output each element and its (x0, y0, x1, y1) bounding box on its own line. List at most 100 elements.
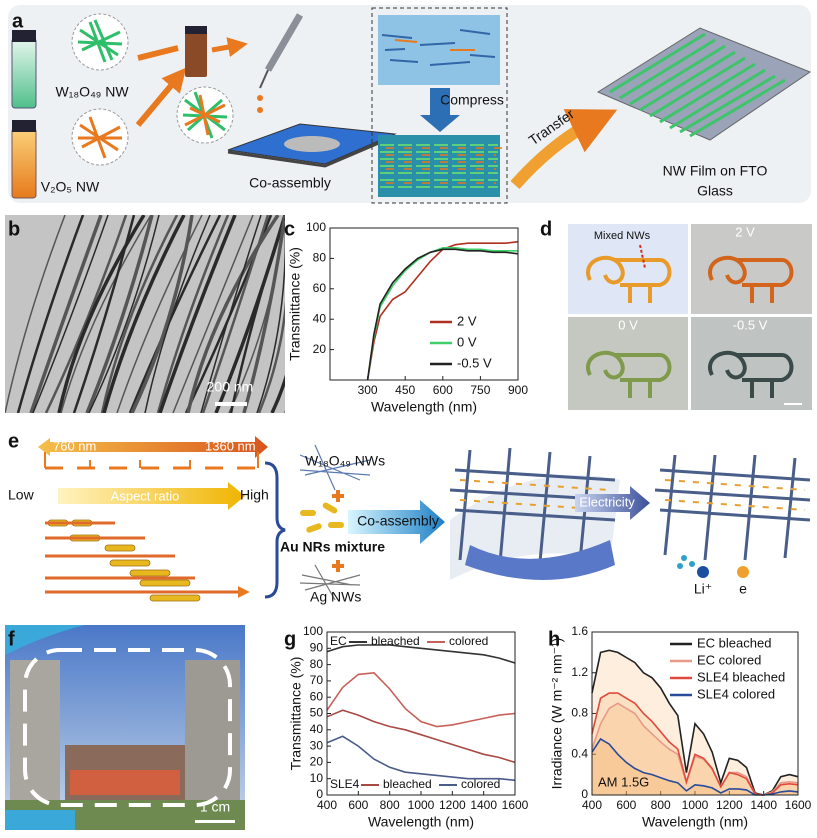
nanowire (201, 215, 270, 413)
circle-shape (677, 563, 683, 569)
chart: 20 40 60 80 100 300 450 600 750 900 Wavelength (nm… (287, 220, 529, 415)
plot-frame (329, 227, 519, 381)
y-tick-label: 100 (306, 220, 326, 234)
area (592, 739, 798, 795)
y-tick-label: 60 (310, 689, 324, 703)
path-shape (381, 29, 496, 66)
polygon-shape (575, 486, 650, 520)
x-tick-label: 800 (651, 798, 671, 812)
nanowire (270, 215, 285, 413)
high-label: High (240, 487, 269, 503)
y-tick-label: 20 (310, 755, 324, 769)
film-label: NW Film on FTO (663, 163, 768, 179)
x-tick-label: 1000 (682, 798, 709, 812)
series-line (326, 709, 516, 764)
rect-shape (149, 594, 201, 602)
rect-shape (306, 523, 322, 533)
x-tick-label: 1200 (439, 798, 466, 812)
path-shape (394, 39, 475, 51)
li-label: Li⁺ (694, 581, 712, 597)
nanowire (100, 215, 179, 413)
polygon-shape (58, 482, 245, 510)
circle-shape (697, 566, 709, 578)
legend-label: bleached (371, 634, 420, 648)
path-shape (44, 452, 259, 468)
nanowire (29, 215, 103, 413)
compress-label: Compress (440, 92, 504, 108)
path-shape (78, 116, 122, 159)
x-tick-label: 600 (616, 798, 636, 812)
panel-letter: c (284, 218, 295, 240)
rect-shape (185, 26, 207, 34)
x-tick-label: 1200 (716, 798, 743, 812)
y-tick-label: 0.8 (571, 706, 588, 720)
y-tick-label: 20 (313, 342, 327, 356)
panel-e: Aspect ratio 760 nm 1360 nm Low High W₁₈… (8, 436, 811, 605)
legend-label: -0.5 V (457, 355, 492, 370)
nanowire (242, 215, 285, 413)
g-shape (586, 255, 794, 398)
panel-f: 1 cm (5, 625, 245, 830)
y-axis-label: Transmittance (%) (288, 657, 304, 771)
x-tick-label: 600 (433, 383, 453, 397)
legend-label: colored (449, 634, 488, 648)
rect-shape (104, 544, 136, 552)
path-shape (465, 540, 615, 580)
e-label: e (739, 581, 747, 597)
y-tick-label: 0.4 (571, 746, 588, 760)
x-tick-label: 1400 (470, 798, 497, 812)
x-tick-label: 800 (380, 798, 400, 812)
nanowires (5, 215, 285, 413)
path-shape (77, 19, 123, 63)
g-shape (300, 502, 344, 533)
voltage-label: 2 V (735, 224, 755, 239)
panel-d: Mixed NWs 2 V 0 V -0.5 V (568, 224, 812, 410)
nanowire (57, 215, 146, 413)
rect-shape (11, 127, 37, 199)
legend-label: 2 V (457, 313, 477, 328)
path-shape (45, 521, 245, 592)
rect-shape (11, 37, 37, 109)
panel-letter: b (8, 218, 20, 240)
nanowire (229, 215, 285, 413)
y-tick-label: 90 (310, 640, 324, 654)
legend-label: colored (461, 777, 500, 791)
y-tick-label: 80 (310, 657, 324, 671)
y-tick-label: 50 (310, 706, 324, 720)
au-label: Au NRs mixture (280, 539, 385, 555)
nanowire (44, 215, 128, 413)
path-shape (386, 147, 504, 184)
nanowire (200, 215, 262, 413)
path-shape (708, 255, 794, 303)
plot-frame (591, 631, 799, 796)
electricity-label: Electricity (579, 494, 635, 509)
panel-letter: e (8, 430, 19, 452)
rect-shape (300, 510, 316, 516)
rect-shape (12, 30, 36, 42)
rect-shape (129, 569, 171, 577)
rect-shape (109, 559, 151, 567)
rect-shape (185, 32, 207, 77)
area (592, 693, 798, 795)
x-tick-label: 1600 (502, 798, 529, 812)
path-shape (259, 69, 269, 89)
y-tick-label: 30 (310, 738, 324, 752)
annotation: AM 1.5G (598, 774, 649, 789)
rect-shape (784, 403, 802, 405)
y-axis-label: Irradiance (W m⁻² nm⁻¹) (549, 638, 565, 790)
ag-label: Ag NWs (310, 589, 361, 605)
length-label: 1360 nm (205, 438, 256, 453)
path-shape (664, 479, 806, 511)
x-tick-label: 750 (470, 383, 490, 397)
rect-shape (322, 502, 338, 514)
y-axis-label: Transmittance (%) (287, 247, 303, 361)
co-assembly-label: Co-assembly (357, 513, 439, 529)
legend-label: EC bleached (697, 635, 771, 650)
x-axis-label: Wavelength (nm) (371, 399, 477, 415)
circle-shape (689, 561, 695, 567)
nanowire (72, 215, 136, 413)
panel-labels: a b c d e f g h (8, 10, 560, 650)
path-shape (184, 94, 226, 136)
rect-shape (195, 820, 235, 823)
legend-label: bleached (383, 777, 432, 791)
